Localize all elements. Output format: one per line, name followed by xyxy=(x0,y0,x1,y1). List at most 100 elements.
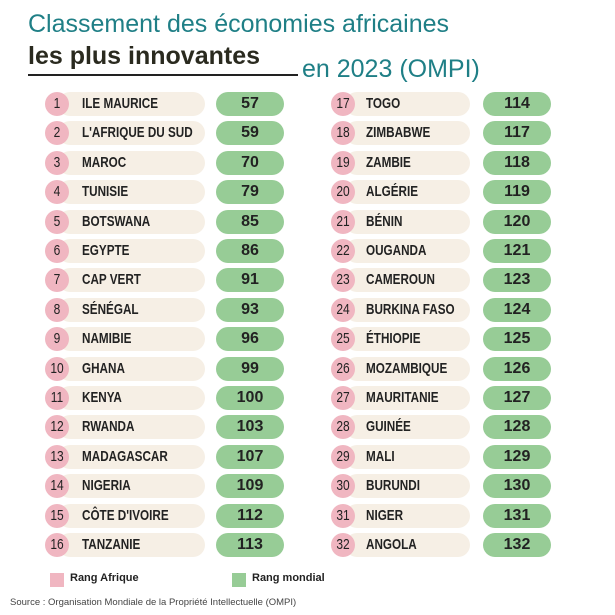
country-pill xyxy=(345,415,470,440)
world-rank: 120 xyxy=(483,209,551,234)
world-rank: 132 xyxy=(483,533,551,557)
country-name: EGYPTE xyxy=(82,242,130,259)
country-pill xyxy=(58,239,205,263)
world-rank: 79 xyxy=(216,180,284,205)
world-rank: 129 xyxy=(483,444,551,469)
country-pill xyxy=(58,474,205,499)
title-underline xyxy=(28,74,298,76)
country-pill xyxy=(58,327,205,352)
africa-rank: 17 xyxy=(336,95,350,112)
country-pill xyxy=(58,209,205,234)
country-name: NAMIBIE xyxy=(82,330,132,348)
country-pill xyxy=(345,92,470,116)
country-name: CAMEROUN xyxy=(366,271,435,289)
country-pill xyxy=(345,474,470,499)
africa-rank-badge xyxy=(331,356,355,381)
africa-rank-badge xyxy=(331,121,355,146)
africa-rank: 7 xyxy=(53,271,61,289)
africa-rank-badge xyxy=(45,533,69,557)
africa-rank: 12 xyxy=(50,418,64,436)
africa-rank-badge xyxy=(331,209,355,234)
africa-rank-badge xyxy=(331,533,355,557)
country-name: MOZAMBIQUE xyxy=(366,359,448,377)
world-rank: 86 xyxy=(216,239,284,263)
country-name: ILE MAURICE xyxy=(82,95,159,112)
world-rank: 100 xyxy=(216,386,284,410)
country-pill xyxy=(58,444,205,469)
country-name: CAP VERT xyxy=(82,271,141,289)
country-pill xyxy=(58,180,205,205)
country-pill xyxy=(58,268,205,293)
country-name: NIGERIA xyxy=(82,477,131,495)
africa-rank: 10 xyxy=(50,359,64,377)
country-pill xyxy=(58,415,205,440)
world-rank: 96 xyxy=(216,327,284,352)
country-pill xyxy=(345,327,470,352)
title-bold: les plus innovantes xyxy=(28,42,261,70)
country-name: TOGO xyxy=(366,95,401,112)
country-name: MADAGASCAR xyxy=(82,447,168,465)
africa-rank-badge xyxy=(45,180,69,205)
world-rank: 130 xyxy=(483,474,551,499)
country-name: ALGÉRIE xyxy=(366,183,419,201)
world-rank: 118 xyxy=(483,150,551,175)
africa-rank-badge xyxy=(45,474,69,499)
africa-rank-badge xyxy=(45,92,69,116)
africa-rank-badge xyxy=(45,415,69,440)
source-note: Source : Organisation Mondiale de la Pro… xyxy=(10,597,297,608)
country-name: MAROC xyxy=(82,153,127,171)
country-name: L'AFRIQUE DU SUD xyxy=(82,124,193,142)
country-pill xyxy=(58,533,205,557)
africa-rank-badge xyxy=(45,444,69,469)
country-name: ANGOLA xyxy=(366,536,417,553)
country-name: BURKINA FASO xyxy=(366,300,455,318)
country-pill xyxy=(345,356,470,381)
country-name: BOTSWANA xyxy=(82,212,151,230)
africa-rank-badge xyxy=(45,121,69,146)
country-name: GUINÉE xyxy=(366,418,411,436)
country-name: CÔTE D'IVOIRE xyxy=(82,506,169,524)
world-rank: 117 xyxy=(483,121,551,146)
world-rank: 125 xyxy=(483,327,551,352)
africa-rank-badge xyxy=(331,180,355,205)
africa-rank: 16 xyxy=(50,536,64,553)
africa-rank: 27 xyxy=(336,389,350,406)
country-pill xyxy=(345,503,470,528)
world-rank: 93 xyxy=(216,297,284,322)
title-line-1: Classement des économies africaines xyxy=(28,10,450,38)
africa-rank: 3 xyxy=(53,153,61,171)
country-pill xyxy=(345,386,470,410)
world-rank: 124 xyxy=(483,297,551,322)
country-name: MAURITANIE xyxy=(366,389,439,406)
country-pill xyxy=(58,121,205,146)
country-pill xyxy=(58,92,205,116)
world-rank: 57 xyxy=(216,92,284,116)
world-rank: 119 xyxy=(483,180,551,205)
world-rank: 109 xyxy=(216,474,284,499)
africa-rank: 20 xyxy=(336,183,350,201)
africa-rank-badge xyxy=(331,327,355,352)
africa-rank: 18 xyxy=(336,124,350,142)
africa-rank-badge xyxy=(331,474,355,499)
africa-rank: 29 xyxy=(336,447,350,465)
country-pill xyxy=(345,209,470,234)
africa-rank: 9 xyxy=(53,330,61,348)
title-year: en 2023 (OMPI) xyxy=(302,55,480,83)
country-pill xyxy=(345,121,470,146)
africa-rank: 8 xyxy=(53,300,61,318)
world-rank: 113 xyxy=(216,533,284,557)
country-name: ZAMBIE xyxy=(366,153,411,171)
country-name: TANZANIE xyxy=(82,536,141,553)
africa-rank-badge xyxy=(331,150,355,175)
country-pill xyxy=(58,297,205,322)
africa-rank: 21 xyxy=(336,212,350,230)
country-name: OUGANDA xyxy=(366,242,427,259)
country-pill xyxy=(345,297,470,322)
world-rank: 114 xyxy=(483,92,551,116)
world-rank: 126 xyxy=(483,356,551,381)
africa-rank: 13 xyxy=(50,447,64,465)
country-pill xyxy=(345,533,470,557)
country-pill xyxy=(345,180,470,205)
africa-rank: 31 xyxy=(336,506,350,524)
legend-label-africa: Rang Afrique xyxy=(70,572,139,584)
